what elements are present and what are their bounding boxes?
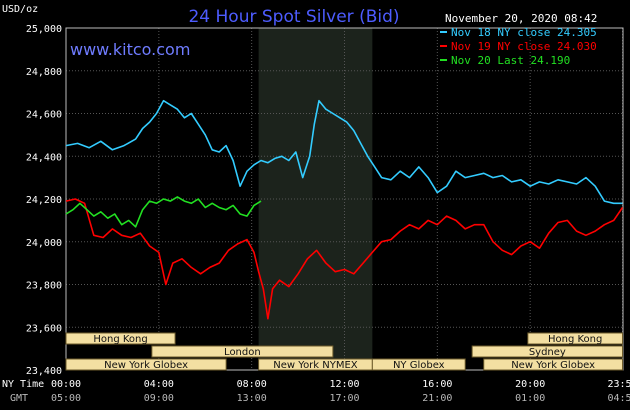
kitco-url: www.kitco.com [70,40,190,59]
session-bar: London [151,345,334,358]
legend-entry: Nov 19 NY close 24.030 [451,40,597,53]
session-label: Hong Kong [93,334,147,345]
legend-entry: Nov 18 NY close 24.305 [451,26,597,39]
session-bar: Hong Kong [65,332,176,345]
session-label: Hong Kong [548,334,602,345]
x-tick-ny: 20:00 [515,379,545,390]
x-tick-gmt: 21:00 [422,393,452,404]
x-tick-gmt: 13:00 [237,393,267,404]
session-label: New York NYMEX [273,360,358,371]
timestamp: November 20, 2020 08:42 [445,12,597,25]
chart-title: 24 Hour Spot Silver (Bid) [188,7,399,27]
y-tick-label: 24,200 [26,195,62,206]
series-line-3 [65,196,262,228]
y-tick-label: 23,800 [26,281,62,292]
session-bar-rect [527,332,624,345]
session-bar: Hong Kong [527,332,624,345]
x-tick-ny: 00:00 [51,379,81,390]
series-line-2 [65,198,624,320]
y-axis-label: USD/oz [2,4,38,15]
session-bar: New York Globex [483,358,624,371]
x-tick-gmt: 04:59 [607,393,630,404]
trading-sessions: Hong Kong London New York Globex New York N… [65,332,624,371]
y-tick-labels: 25,000 24,800 24,600 24,400 24,200 24,000 23,8… [26,24,62,377]
session-label: London [224,347,261,358]
session-bar: NY Globex [371,358,466,371]
session-bar-rect [371,358,466,371]
y-tick-label: 24,000 [26,238,62,249]
session-label: New York Globex [511,360,595,371]
session-bar-rect [65,332,176,345]
y-tick-label: 23,400 [26,366,62,377]
x-tick-ny: 04:00 [144,379,174,390]
x-tick-labels: 00:00 05:00 04:00 09:00 08:00 13:00 12:00 17:00… [51,379,630,404]
y-tick-label: 24,600 [26,110,62,121]
legend-entry: Nov 20 Last 24.190 [451,54,570,67]
gmt-axis-label: GMT [10,393,28,404]
x-tick-gmt: 17:00 [329,393,359,404]
session-bar: New York Globex [65,358,227,371]
session-bar-rect [65,358,227,371]
x-tick-gmt: 01:00 [515,393,545,404]
price-series [65,99,624,320]
x-tick-gmt: 09:00 [144,393,174,404]
x-tick-ny: 23:59 [607,379,630,390]
y-tick-label: 23,600 [26,323,62,334]
series-line-1 [65,99,623,205]
session-bar-rect [483,358,624,371]
y-tick-label: 24,400 [26,152,62,163]
session-bar: Sydney [471,345,624,358]
x-tick-ny: 12:00 [329,379,359,390]
x-tick-ny: 08:00 [237,379,267,390]
ny-time-axis-label: NY Time [2,379,44,390]
session-bar-rect [151,345,334,358]
x-tick-gmt: 05:00 [51,393,81,404]
session-bar-rect [471,345,624,358]
session-label: NY Globex [393,360,445,371]
session-label: Sydney [529,347,566,358]
y-tick-label: 24,800 [26,67,62,78]
session-label: New York Globex [104,360,188,371]
y-tick-label: 25,000 [26,24,62,35]
x-tick-ny: 16:00 [422,379,452,390]
session-bar: New York NYMEX [258,358,373,371]
